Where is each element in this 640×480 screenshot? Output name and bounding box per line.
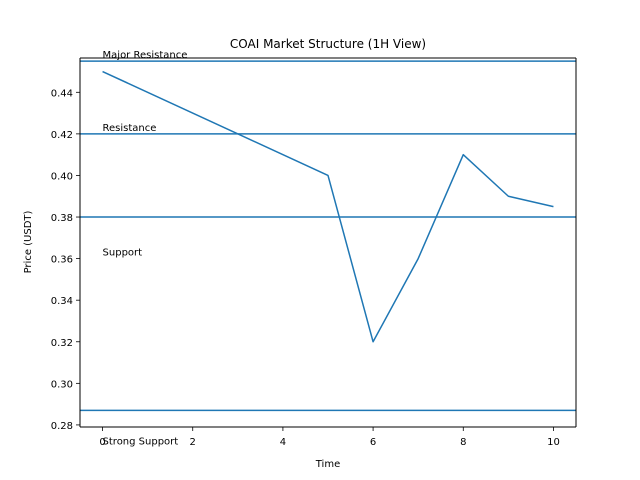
y-tick-label-6: 0.40	[51, 171, 73, 182]
x-axis-label: Time	[315, 459, 340, 470]
price-series-line-0	[102, 70, 554, 343]
x-ticks: 0 2 4 6 8 10	[99, 427, 560, 448]
y-tick-label-5: 0.38	[51, 213, 73, 224]
axes	[79, 57, 577, 428]
y-axis-label: Price (USDT)	[23, 210, 34, 273]
chart-title: COAI Market Structure (1H View)	[230, 37, 426, 51]
level-label-2: Support	[103, 247, 143, 258]
y-tick-label-4: 0.36	[51, 255, 73, 266]
x-tick-label-4: 8	[460, 437, 466, 448]
series-layer	[102, 70, 554, 343]
level-lines	[80, 60, 576, 412]
x-tick-label-5: 10	[547, 437, 560, 448]
x-tick-label-1: 2	[190, 437, 196, 448]
level-label-1: Resistance	[103, 123, 157, 134]
y-tick-label-8: 0.44	[51, 88, 73, 99]
x-tick-label-2: 4	[280, 437, 286, 448]
y-tick-label-2: 0.32	[51, 338, 73, 349]
level-label-3: Strong Support	[103, 437, 179, 448]
y-tick-label-0: 0.28	[51, 421, 73, 432]
y-tick-label-7: 0.42	[51, 130, 73, 141]
y-tick-label-3: 0.34	[51, 296, 73, 307]
level-labels: Major Resistance Resistance Support Strong …	[103, 50, 188, 448]
x-tick-label-3: 6	[370, 437, 376, 448]
y-ticks: 0.28 0.30 0.32 0.34 0.36 0.38 0.40 0.42 0.44	[51, 88, 80, 432]
level-label-0: Major Resistance	[103, 50, 188, 61]
x-tick-label-0: 0	[99, 437, 105, 448]
y-tick-label-1: 0.30	[51, 379, 73, 390]
